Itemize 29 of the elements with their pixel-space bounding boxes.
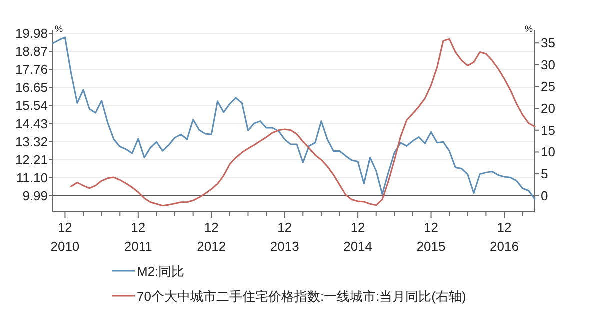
y-tick-label: 14.43 — [15, 116, 48, 132]
y-tick-label: 19.98 — [15, 26, 48, 42]
y2-tick-label: 35 — [541, 36, 556, 51]
y-tick-label: 13.32 — [15, 134, 48, 150]
y-tick-label: 9.99 — [22, 188, 48, 204]
y2-tick-label: 25 — [541, 79, 556, 94]
y2-tick-label: 15 — [541, 122, 556, 138]
x-tick-label: 12 2015 — [416, 220, 446, 254]
y2-tick-label: 5 — [541, 166, 548, 182]
y-tick-label: 16.65 — [15, 80, 48, 96]
y-tick-label: 12.21 — [15, 152, 48, 168]
y-tick-label: 17.76 — [15, 62, 48, 78]
x-tick-label: 12 2012 — [197, 220, 226, 254]
legend-label: M2:同比 — [137, 264, 185, 279]
y-tick-label: 11.10 — [16, 170, 48, 186]
y-tick-label: 15.54 — [15, 98, 48, 114]
y2-tick-label: 30 — [541, 57, 556, 72]
x-tick-label: 12 2014 — [344, 220, 373, 254]
legend-label: 70个大中城市二手住宅价格指数:一线城市:当月同比(右轴) — [137, 289, 466, 304]
x-tick-label: 12 2011 — [124, 220, 152, 254]
x-tick-label: 12 2016 — [490, 220, 519, 254]
x-tick-label: 12 2013 — [270, 220, 300, 254]
y2-axis-title: % — [524, 24, 533, 34]
y2-tick-label: 0 — [541, 188, 548, 204]
y2-tick-label: 20 — [541, 101, 556, 116]
x-tick-label: 12 2010 — [50, 220, 80, 254]
y2-tick-label: 10 — [541, 144, 556, 160]
y-tick-label: 18.87 — [15, 44, 48, 60]
y-axis-title: % — [55, 24, 64, 34]
